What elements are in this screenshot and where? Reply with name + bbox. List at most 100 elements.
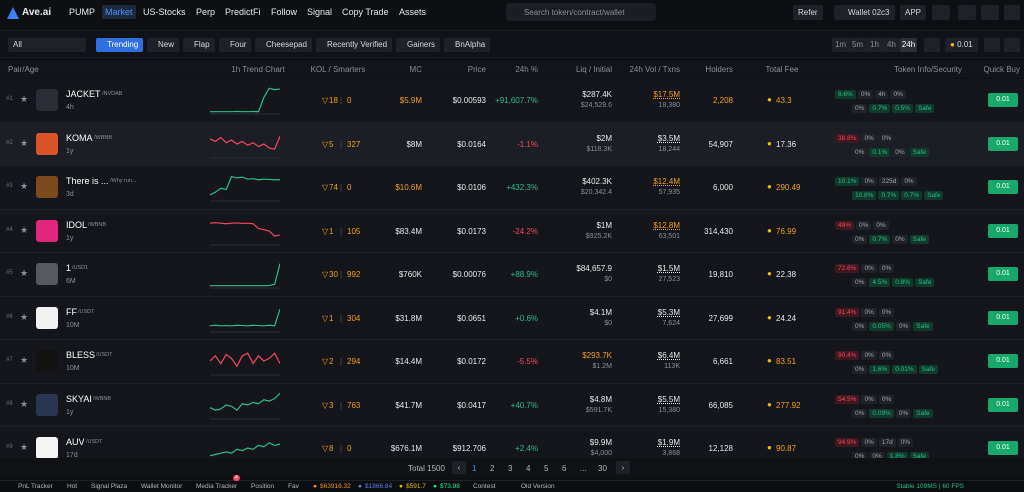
buy-amount[interactable]: ● 0.01 xyxy=(945,38,978,52)
nav-link[interactable]: US-Stocks xyxy=(143,7,186,17)
period-tab[interactable]: 1h xyxy=(866,38,883,52)
settings-icon[interactable] xyxy=(932,5,950,20)
table-row[interactable]: #6 ★ FF/USDT 10M ▽ 1 304 | $31.8M $0.0651 +0.6% $4.… xyxy=(0,296,1024,340)
table-row[interactable]: #2 ★ KOMA/WBNB 1y ▽ 5 327 | $8M $0.0164 -1.1% $2M $1… xyxy=(0,122,1024,166)
filter-tab[interactable]: New xyxy=(147,38,180,52)
nav-link[interactable]: Assets xyxy=(399,7,427,17)
security-badge: Safe xyxy=(918,365,939,374)
favorite-star[interactable]: ★ xyxy=(20,311,29,322)
period-tab[interactable]: 5m xyxy=(849,38,866,52)
filter-tab[interactable]: Flap xyxy=(183,38,215,52)
trend-chart xyxy=(210,263,280,289)
security-badge: Safe xyxy=(909,452,930,461)
volume-24h: $5.3M xyxy=(657,307,680,317)
nav-link[interactable]: Market xyxy=(102,5,136,19)
kol-separator: | xyxy=(340,96,343,105)
favorite-star[interactable]: ★ xyxy=(20,94,29,104)
footer-item[interactable]: Hot xyxy=(67,483,78,490)
page-number[interactable]: 5 xyxy=(544,464,549,473)
nav-link[interactable]: PredictFi xyxy=(225,7,261,17)
table-row[interactable]: #3 ★ There is .../Why run... 3d ▽ 74 0 | $10.6M $… xyxy=(0,166,1024,210)
table-row[interactable]: #7 ★ BLESS/USDT 10M ▽ 2 294 | $14.4M $0.0172 -5.5%… xyxy=(0,340,1024,384)
page-number[interactable]: 30 xyxy=(598,464,607,473)
favorite-star[interactable]: ★ xyxy=(20,137,29,148)
smart-count: 327 xyxy=(347,139,361,149)
smart-count: 304 xyxy=(347,313,361,323)
back-icon[interactable] xyxy=(1004,5,1020,20)
theme-icon[interactable] xyxy=(981,5,999,20)
filter-tab[interactable]: Recently Verified xyxy=(316,38,393,52)
table-row[interactable]: #5 ★ 1/USD1 6M ▽ 30 992 | $760K $0.00076 +88.9% $84… xyxy=(0,253,1024,297)
layout-icon[interactable] xyxy=(1004,38,1020,52)
favorite-star[interactable]: ★ xyxy=(20,181,29,191)
quick-buy-button[interactable]: 0.01 xyxy=(988,397,1018,412)
filter-tab[interactable]: Cheesepad xyxy=(255,38,312,52)
bell-icon[interactable] xyxy=(958,5,976,20)
page-number[interactable]: 4 xyxy=(526,464,531,473)
footer-item[interactable]: PnL Tracker xyxy=(18,483,53,490)
page-number[interactable]: 6 xyxy=(562,464,567,473)
prev-page[interactable]: ‹ xyxy=(452,461,466,474)
quick-buy-button[interactable]: 0.01 xyxy=(988,136,1018,151)
next-page[interactable]: › xyxy=(616,461,630,474)
favorite-star[interactable]: ★ xyxy=(20,442,29,452)
quick-buy-button[interactable]: 0.01 xyxy=(988,223,1018,238)
rank: #2 xyxy=(6,139,13,146)
page-number[interactable]: ... xyxy=(580,464,587,473)
app-button[interactable]: APP xyxy=(900,5,927,20)
trend-chart xyxy=(210,308,280,332)
search-box[interactable]: Search token/contract/wallet xyxy=(506,3,656,21)
page-number[interactable]: 3 xyxy=(508,464,513,473)
footer-item[interactable]: Position xyxy=(251,483,275,490)
nav-link[interactable]: Signal xyxy=(307,7,333,17)
table-row[interactable]: #4 ★ IDOL/WBNB 1y ▽ 1 105 | $83.4M $0.0173 -24.2% $… xyxy=(0,209,1024,253)
security-line: 0% 4.5% 0.8% Safe xyxy=(852,277,936,287)
filter-tab[interactable]: BnAlpha xyxy=(444,38,491,52)
favorite-star[interactable]: ★ xyxy=(20,224,29,235)
security-badge: 0.7% xyxy=(869,234,891,244)
favorite-star[interactable]: ★ xyxy=(20,268,29,278)
contest-link[interactable]: Contest xyxy=(473,483,496,490)
favorite-star[interactable]: ★ xyxy=(20,355,29,365)
chain-select[interactable]: All xyxy=(8,38,86,52)
old-version-link[interactable]: Old Version xyxy=(521,483,555,490)
filter-icon[interactable] xyxy=(924,38,940,52)
settings-icon[interactable] xyxy=(984,38,1000,52)
period-tab[interactable]: 24h xyxy=(900,38,917,52)
nav-link[interactable]: PUMP xyxy=(69,7,96,17)
footer-item[interactable]: Fav xyxy=(288,483,299,490)
security-badge: 0% xyxy=(852,452,868,461)
quick-buy-button[interactable]: 0.01 xyxy=(988,180,1018,194)
total-fee: 43.3 xyxy=(776,96,792,105)
footer-item[interactable]: Signal Plaza xyxy=(91,483,128,490)
quick-buy-button[interactable]: 0.01 xyxy=(988,354,1018,368)
quick-buy-button[interactable]: 0.01 xyxy=(988,93,1018,107)
footer-item[interactable]: Media Tracker xyxy=(196,483,238,490)
security-badge: 0% xyxy=(878,264,895,273)
security-line: 0% 1.6% 0.01% Safe xyxy=(852,364,940,374)
favorite-star[interactable]: ★ xyxy=(20,398,29,409)
logo[interactable]: Ave.ai xyxy=(22,7,52,18)
security-badge: 0% xyxy=(861,351,877,360)
page-number[interactable]: 1 xyxy=(472,464,477,473)
quick-buy-button[interactable]: 0.01 xyxy=(988,441,1018,455)
filter-tab[interactable]: Gainers xyxy=(396,38,441,52)
price: $0.00076 xyxy=(452,270,486,279)
quick-buy-button[interactable]: 0.01 xyxy=(988,267,1018,281)
footer-item[interactable]: Wallet Monitor xyxy=(141,483,183,490)
nav-link[interactable]: Perp xyxy=(196,7,216,17)
period-tab[interactable]: 1m xyxy=(832,38,849,52)
wallet-button[interactable]: Wallet 02c3 xyxy=(834,5,895,20)
filter-tab[interactable]: Four xyxy=(219,38,252,52)
table-row[interactable]: #8 ★ SKYAI/WBNB 1y ▽ 3 763 | $41.7M $0.0417 +40.7%… xyxy=(0,383,1024,427)
table-row[interactable]: #1 ★ JACKET/NVDAB 4h ▽ 18 0 | $5.9M $0.00593 +91,6… xyxy=(0,79,1024,123)
nav-link[interactable]: Follow xyxy=(271,7,298,17)
quick-buy-button[interactable]: 0.01 xyxy=(988,310,1018,325)
filter-tab[interactable]: Trending xyxy=(96,38,144,52)
refer-button[interactable]: Refer xyxy=(793,5,823,20)
period-tab[interactable]: 4h xyxy=(883,38,900,52)
nav-link[interactable]: Copy Trade xyxy=(342,7,389,17)
page-number[interactable]: 2 xyxy=(490,464,495,473)
logo-icon xyxy=(7,7,19,19)
